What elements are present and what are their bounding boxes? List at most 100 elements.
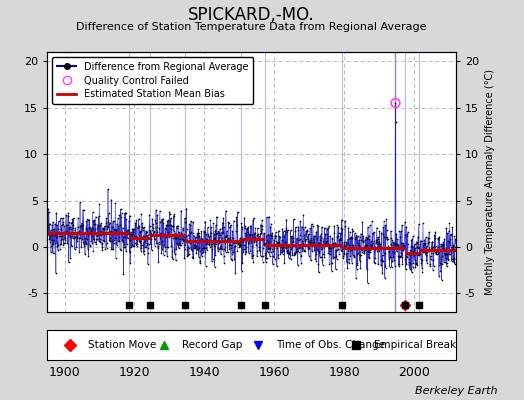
Point <box>195 248 204 255</box>
Point <box>88 225 96 231</box>
Point <box>370 260 379 267</box>
Point <box>223 236 232 242</box>
Point <box>193 246 201 252</box>
Point <box>263 255 271 261</box>
Point <box>288 252 297 258</box>
Point <box>74 229 83 235</box>
Point <box>398 244 407 250</box>
Point <box>79 207 88 214</box>
Point <box>120 230 128 237</box>
Point <box>327 260 335 267</box>
Point <box>193 232 202 238</box>
Point <box>48 241 57 248</box>
Point <box>362 266 370 272</box>
Point <box>50 228 59 234</box>
Point <box>320 235 328 242</box>
Point <box>196 234 205 241</box>
Point <box>171 234 179 240</box>
Point <box>278 250 287 257</box>
Point <box>249 231 258 237</box>
Point <box>316 246 325 252</box>
Point <box>451 243 459 250</box>
Point <box>339 254 347 261</box>
Point <box>450 256 458 262</box>
Point <box>372 239 380 245</box>
Point <box>384 236 392 243</box>
Point <box>440 236 449 242</box>
Point <box>355 237 363 243</box>
Point <box>287 233 296 240</box>
Point <box>432 248 440 254</box>
Point <box>312 251 320 258</box>
Point <box>166 211 174 217</box>
Point <box>426 262 434 269</box>
Point <box>425 246 434 253</box>
Point <box>412 260 420 266</box>
Point <box>269 261 277 267</box>
Point <box>63 212 72 219</box>
Point <box>281 239 289 245</box>
Point <box>129 243 137 250</box>
Point <box>189 255 198 262</box>
Point <box>117 247 125 254</box>
Point <box>418 256 427 263</box>
Point <box>141 235 150 241</box>
Point <box>51 233 60 240</box>
Point <box>338 248 346 255</box>
Point <box>82 218 91 224</box>
Point <box>242 244 250 250</box>
Point <box>293 248 301 254</box>
Point <box>125 230 133 236</box>
Point <box>154 240 162 246</box>
Point <box>167 222 175 228</box>
Point <box>350 253 358 260</box>
Point <box>126 237 135 243</box>
Point <box>188 238 196 244</box>
Point <box>325 261 333 267</box>
Point <box>443 250 452 257</box>
Point <box>64 231 72 237</box>
Point <box>241 230 249 236</box>
Point <box>385 264 394 270</box>
Point <box>180 254 189 261</box>
Point <box>372 246 380 252</box>
Point <box>286 241 294 247</box>
Point <box>184 252 192 258</box>
Point <box>76 199 84 206</box>
Point <box>135 237 144 244</box>
Point <box>347 235 356 242</box>
Point <box>177 230 185 236</box>
Point <box>100 223 108 229</box>
Point <box>228 228 236 234</box>
Point <box>91 226 99 232</box>
Point <box>97 240 106 247</box>
Point <box>216 243 225 249</box>
Point <box>83 216 92 222</box>
Point <box>344 248 352 254</box>
Point <box>111 200 119 207</box>
Point <box>134 224 143 230</box>
Point <box>398 254 406 260</box>
Point <box>313 222 322 228</box>
Point <box>107 246 116 253</box>
Point <box>179 227 187 234</box>
Point <box>301 224 309 230</box>
Text: Difference of Station Temperature Data from Regional Average: Difference of Station Temperature Data f… <box>77 22 427 32</box>
Point <box>94 224 102 231</box>
Point <box>337 225 345 231</box>
Point <box>266 245 275 251</box>
Point <box>155 241 163 248</box>
Point <box>204 233 212 240</box>
Point <box>152 240 160 246</box>
Point <box>116 206 125 212</box>
Point <box>253 232 261 238</box>
Point <box>283 249 291 256</box>
Point <box>316 254 325 260</box>
Point <box>374 234 382 240</box>
Point <box>106 230 115 237</box>
Point <box>201 218 210 225</box>
Point <box>191 234 200 241</box>
Point <box>313 241 322 248</box>
Point <box>83 236 91 243</box>
Point <box>193 247 202 253</box>
